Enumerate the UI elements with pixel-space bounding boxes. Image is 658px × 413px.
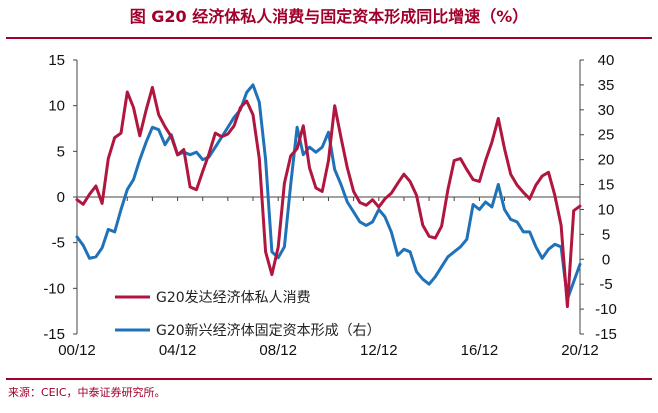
y-left-tick-label: 10 bbox=[48, 98, 65, 115]
y-right-tick-label: 10 bbox=[598, 201, 615, 218]
series-line-investment bbox=[75, 83, 582, 301]
x-tick-label: 16/12 bbox=[461, 342, 499, 359]
x-tick-label: 12/12 bbox=[360, 342, 398, 359]
y-right-tick-label: 40 bbox=[598, 52, 615, 69]
x-tick-label: 08/12 bbox=[259, 342, 297, 359]
y-left-tick-label: 5 bbox=[57, 143, 65, 160]
series-line-consumption bbox=[75, 85, 582, 309]
y-right-tick-label: 25 bbox=[598, 127, 615, 144]
y-left-tick-label: -10 bbox=[43, 280, 65, 297]
line-chart: 151050-5-10-154035302520151050-5-10-1500… bbox=[43, 52, 617, 359]
x-tick-label: 20/12 bbox=[561, 342, 599, 359]
chart-legend: G20发达经济体私人消费 G20新兴经济体固定资本形成（右） bbox=[115, 290, 381, 339]
y-right-tick-label: 15 bbox=[598, 177, 615, 194]
legend-label-consumption: G20发达经济体私人消费 bbox=[156, 290, 311, 306]
legend-label-investment: G20新兴经济体固定资本形成（右） bbox=[156, 323, 381, 339]
y-right-tick-label: 0 bbox=[602, 251, 610, 268]
y-left-tick-label: 0 bbox=[57, 189, 65, 206]
y-left-tick-label: -15 bbox=[43, 326, 65, 343]
chart-lines bbox=[75, 83, 582, 309]
x-tick-label: 04/12 bbox=[159, 342, 197, 359]
y-right-tick-label: -10 bbox=[595, 301, 617, 318]
y-right-tick-label: 5 bbox=[602, 226, 610, 243]
x-tick-label: 00/12 bbox=[58, 342, 96, 359]
y-right-tick-label: 35 bbox=[598, 77, 615, 94]
source-note: 来源：CEIC，中泰证券研究所。 bbox=[8, 386, 166, 399]
chart-title: 图 G20 经济体私人消费与固定资本形成同比增速（%） bbox=[129, 7, 529, 26]
y-right-tick-label: 30 bbox=[598, 102, 615, 119]
y-left-tick-label: 15 bbox=[48, 52, 65, 69]
y-right-tick-label: -15 bbox=[595, 326, 617, 343]
title-rule bbox=[6, 37, 652, 39]
y-left-tick-label: -5 bbox=[52, 235, 65, 252]
y-right-tick-label: -5 bbox=[599, 276, 612, 293]
footer-rule bbox=[6, 378, 652, 380]
chart-axes: 151050-5-10-154035302520151050-5-10-1500… bbox=[43, 52, 617, 359]
y-right-tick-label: 20 bbox=[598, 152, 615, 169]
